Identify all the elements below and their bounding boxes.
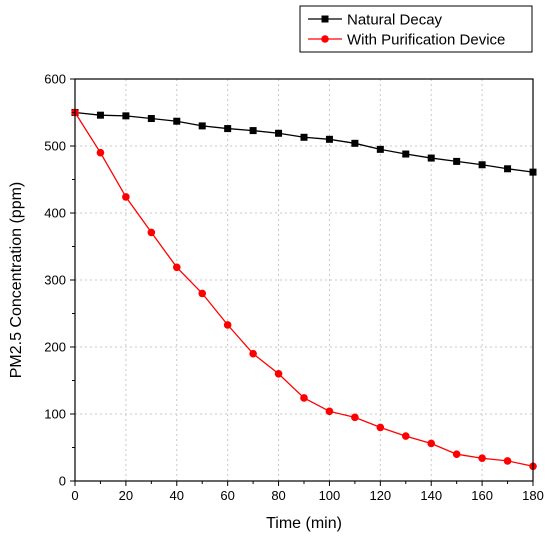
- x-tick-label: 80: [271, 488, 285, 503]
- y-axis-title: PM2.5 Concentration (ppm): [8, 182, 25, 379]
- series-line-natural-decay: [74, 111, 534, 173]
- x-tick-label: 180: [522, 488, 544, 503]
- y-tick-label: 200: [44, 340, 66, 355]
- x-tick-label: 60: [220, 488, 234, 503]
- data-point-natural-decay: [325, 135, 333, 143]
- y-tick-label: 0: [59, 474, 66, 489]
- legend-swatch-marker-natural-decay: [321, 15, 329, 23]
- data-point-with-purification-device: [325, 407, 334, 416]
- y-tick-label: 600: [44, 72, 66, 87]
- data-point-with-purification-device: [172, 263, 181, 272]
- x-tick-label: 20: [119, 488, 133, 503]
- legend-item-with-purification-device: With Purification Device: [308, 32, 505, 49]
- data-point-with-purification-device: [223, 321, 232, 329]
- axis-ticks: 0 20 40 60 80 100 120 140 160 180 0 100 200 300 400 500…: [44, 72, 544, 504]
- legend: Natural Decay With Purification Device: [299, 5, 533, 53]
- legend-box: [299, 5, 533, 53]
- x-tick-label: 140: [420, 488, 442, 503]
- series-with-purification-device: [71, 108, 537, 471]
- data-point-natural-decay: [376, 145, 384, 153]
- data-point-with-purification-device: [198, 289, 207, 298]
- data-point-natural-decay: [224, 125, 232, 133]
- y-tick-label: 400: [44, 206, 66, 221]
- data-point-with-purification-device: [300, 394, 308, 402]
- legend-label-with-purification-device: With Purification Device: [347, 32, 505, 49]
- data-point-natural-decay: [504, 165, 512, 173]
- x-axis-title: Time (min): [266, 515, 342, 532]
- data-point-with-purification-device: [452, 450, 461, 459]
- legend-swatch-marker-with-purification-device: [321, 35, 329, 43]
- data-point-with-purification-device: [122, 193, 130, 201]
- x-tick-label: 100: [319, 488, 341, 503]
- data-point-natural-decay: [249, 127, 257, 135]
- data-point-natural-decay: [300, 133, 308, 141]
- data-point-natural-decay: [198, 122, 206, 130]
- data-point-natural-decay: [402, 150, 410, 158]
- data-point-with-purification-device: [249, 349, 257, 358]
- legend-label-natural-decay: Natural Decay: [347, 12, 443, 29]
- data-point-natural-decay: [147, 115, 155, 123]
- data-point-with-purification-device: [274, 370, 283, 378]
- y-tick-label: 500: [44, 139, 66, 154]
- data-point-with-purification-device: [147, 228, 156, 237]
- x-tick-label: 40: [170, 488, 184, 503]
- y-tick-label: 300: [44, 273, 66, 288]
- data-point-natural-decay: [427, 154, 435, 162]
- series-natural-decay: [71, 109, 537, 176]
- data-point-with-purification-device: [376, 423, 385, 432]
- x-tick-label: 120: [369, 488, 391, 503]
- data-point-natural-decay: [351, 139, 359, 147]
- y-tick-label: 100: [44, 407, 66, 422]
- legend-item-natural-decay: Natural Decay: [308, 12, 443, 29]
- data-point-with-purification-device: [427, 439, 436, 448]
- series-layer: [71, 108, 537, 471]
- data-point-natural-decay: [275, 129, 283, 137]
- data-point-with-purification-device: [351, 413, 359, 422]
- data-point-natural-decay: [122, 112, 130, 120]
- data-point-with-purification-device: [401, 432, 410, 440]
- data-point-natural-decay: [478, 161, 486, 169]
- data-point-with-purification-device: [478, 454, 486, 463]
- data-point-natural-decay: [173, 117, 181, 125]
- x-tick-label: 160: [471, 488, 493, 503]
- data-point-natural-decay: [96, 111, 104, 119]
- x-tick-label: 0: [71, 488, 78, 503]
- data-point-with-purification-device: [503, 457, 512, 465]
- series-line-with-purification-device: [74, 112, 534, 467]
- data-point-natural-decay: [453, 157, 461, 165]
- data-point-with-purification-device: [96, 148, 105, 157]
